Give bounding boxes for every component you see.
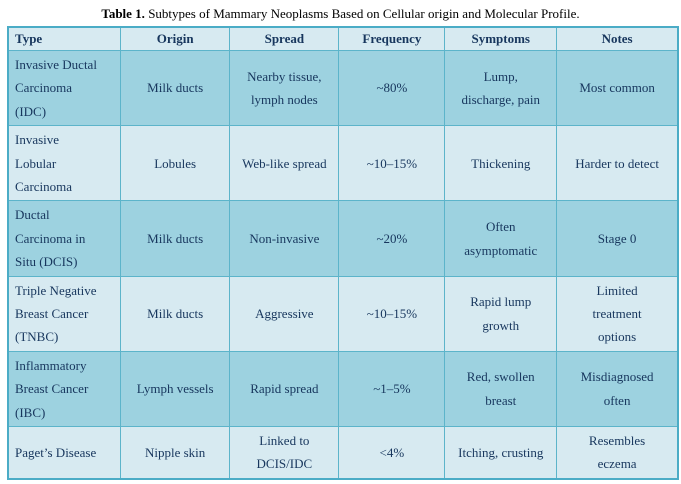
cell-symptoms: Itching, crusting [444, 425, 558, 480]
cell-frequency: ~80% [338, 50, 446, 127]
column-header-type: Type [7, 26, 122, 52]
cell-frequency: ~10–15% [338, 125, 446, 202]
cell-type: Invasive Ductal Carcinoma (IDC) [7, 50, 122, 127]
table-row-ibc: Inflammatory Breast Cancer (IBC) Lymph v… [7, 350, 679, 427]
table-row-pagets: Paget’s Disease Nipple skin Linked to DC… [7, 425, 679, 480]
cell-frequency: ~20% [338, 200, 446, 277]
cell-notes: Misdiagnosed often [556, 350, 679, 427]
cell-type: Invasive Lobular Carcinoma [7, 125, 122, 202]
cell-origin: Milk ducts [120, 275, 231, 352]
column-header-origin: Origin [120, 26, 231, 52]
table-row-tnbc: Triple Negative Breast Cancer (TNBC) Mil… [7, 275, 679, 352]
table-caption-label: Table 1. [101, 6, 145, 21]
column-header-spread: Spread [229, 26, 340, 52]
cell-symptoms: Lump, discharge, pain [444, 50, 558, 127]
cell-symptoms: Often asymptomatic [444, 200, 558, 277]
cell-origin: Milk ducts [120, 50, 231, 127]
table-row-ilc: Invasive Lobular Carcinoma Lobules Web-l… [7, 125, 679, 202]
cell-notes: Resembles eczema [556, 425, 679, 480]
cell-notes: Harder to detect [556, 125, 679, 202]
cell-spread: Non-invasive [229, 200, 340, 277]
cell-symptoms: Rapid lump growth [444, 275, 558, 352]
cell-origin: Lobules [120, 125, 231, 202]
column-header-frequency: Frequency [338, 26, 446, 52]
table-row-dcis: Ductal Carcinoma in Situ (DCIS) Milk duc… [7, 200, 679, 277]
cell-notes: Most common [556, 50, 679, 127]
table-caption-text: Subtypes of Mammary Neoplasms Based on C… [144, 6, 580, 21]
cell-type: Triple Negative Breast Cancer (TNBC) [7, 275, 122, 352]
cell-frequency: ~10–15% [338, 275, 446, 352]
cell-notes: Stage 0 [556, 200, 679, 277]
cell-type: Ductal Carcinoma in Situ (DCIS) [7, 200, 122, 277]
cell-type: Paget’s Disease [7, 425, 122, 480]
cell-type: Inflammatory Breast Cancer (IBC) [7, 350, 122, 427]
cell-spread: Nearby tissue, lymph nodes [229, 50, 340, 127]
cell-frequency: <4% [338, 425, 446, 480]
cell-spread: Linked to DCIS/IDC [229, 425, 340, 480]
table-row-idc: Invasive Ductal Carcinoma (IDC) Milk duc… [7, 50, 679, 127]
header-row: Type Origin Spread Frequency Symptoms No… [7, 26, 679, 52]
cell-frequency: ~1–5% [338, 350, 446, 427]
table-caption: Table 1. Subtypes of Mammary Neoplasms B… [0, 0, 681, 26]
cell-symptoms: Thickening [444, 125, 558, 202]
column-header-notes: Notes [556, 26, 679, 52]
column-header-symptoms: Symptoms [444, 26, 558, 52]
cell-spread: Web-like spread [229, 125, 340, 202]
cell-origin: Lymph vessels [120, 350, 231, 427]
cell-notes: Limited treatment options [556, 275, 679, 352]
cell-symptoms: Red, swollen breast [444, 350, 558, 427]
cell-origin: Milk ducts [120, 200, 231, 277]
cell-spread: Rapid spread [229, 350, 340, 427]
cell-origin: Nipple skin [120, 425, 231, 480]
cell-spread: Aggressive [229, 275, 340, 352]
mammary-neoplasm-subtypes-table: Type Origin Spread Frequency Symptoms No… [7, 25, 679, 480]
